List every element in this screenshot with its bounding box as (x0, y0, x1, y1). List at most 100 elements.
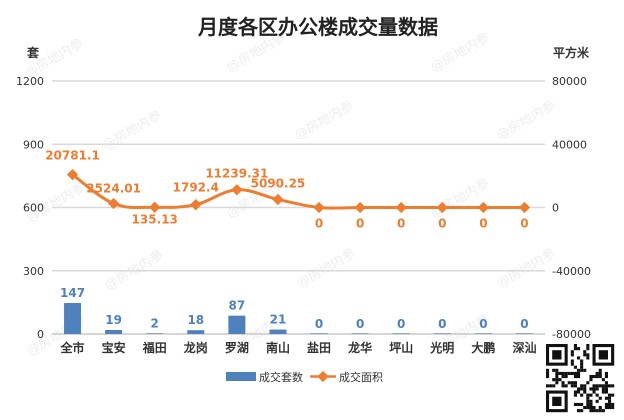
bar (515, 333, 533, 334)
bar (64, 303, 82, 334)
qr-module (589, 406, 593, 410)
watermark-text: @房地内参 (292, 97, 356, 143)
bar-data-label: 2 (151, 317, 159, 331)
qr-module (570, 353, 574, 357)
qr-module (561, 384, 565, 388)
bar (228, 315, 246, 334)
bar-data-label: 147 (60, 286, 85, 300)
qr-module (604, 402, 608, 406)
qr-module (586, 356, 590, 360)
bar (392, 333, 410, 334)
qr-module (555, 375, 559, 379)
qr-module (586, 406, 590, 410)
qr-module (601, 378, 605, 382)
qr-module (589, 375, 593, 379)
qr-finder-core (552, 350, 562, 360)
qr-module (558, 378, 562, 382)
qr-module (580, 365, 584, 369)
bar-data-label: 0 (520, 317, 528, 331)
bar (310, 333, 328, 334)
bar (105, 329, 123, 334)
qr-module (589, 402, 593, 406)
bar-data-label: 18 (187, 313, 204, 327)
qr-module (549, 384, 553, 388)
qr-module (608, 384, 612, 388)
legend-line-marker (317, 370, 329, 383)
qr-module (601, 384, 605, 388)
qr-module (592, 375, 596, 379)
line-marker (477, 201, 490, 214)
line-data-label: 1792.4 (173, 181, 219, 195)
line-data-label: 0 (438, 217, 446, 231)
line-data-label: 11239.31 (205, 167, 268, 181)
qr-module (592, 384, 596, 388)
qr-module (598, 406, 602, 410)
qr-module (580, 362, 584, 366)
qr-module (595, 384, 599, 388)
qr-module (561, 371, 565, 375)
qr-module (586, 347, 590, 351)
bar (146, 333, 164, 334)
qr-module (586, 344, 590, 348)
qr-module (564, 375, 568, 379)
category-label: 大鹏 (471, 340, 495, 355)
qr-module (580, 359, 584, 363)
qr-module (577, 371, 581, 375)
qr-module (580, 402, 584, 406)
line-marker (436, 201, 448, 214)
category-label: 坪山 (389, 340, 413, 355)
qr-module (589, 387, 593, 391)
qr-module (611, 402, 615, 406)
qr-module (598, 384, 602, 388)
qr-module (586, 393, 590, 397)
qr-module (595, 393, 599, 397)
qr-module (583, 368, 587, 372)
qr-module (573, 393, 577, 397)
right-tick-label: -40000 (552, 265, 591, 278)
qr-module (604, 381, 608, 385)
qr-module (577, 387, 581, 391)
bar (474, 333, 492, 334)
qr-module (611, 384, 615, 388)
qr-module (589, 409, 593, 413)
bar-data-label: 21 (270, 313, 287, 327)
line-data-label: 135.13 (132, 212, 178, 226)
category-label: 福田 (142, 340, 167, 355)
qr-module (552, 384, 556, 388)
bar (269, 329, 287, 334)
right-tick-label: 80000 (552, 75, 587, 88)
qr-module (564, 384, 568, 388)
qr-module (561, 375, 565, 379)
qr-module (555, 381, 559, 385)
qr-module (546, 371, 550, 375)
left-axis-unit: 套 (26, 45, 40, 60)
qr-module (580, 393, 584, 397)
qr-module (595, 375, 599, 379)
legend-bar-swatch (226, 372, 256, 381)
bar-data-label: 0 (479, 317, 487, 331)
category-label: 全市 (60, 340, 85, 355)
chart-title: 月度各区办公楼成交量数据 (197, 15, 438, 39)
qr-module (580, 387, 584, 391)
watermark-text: @房地内参 (494, 245, 558, 291)
qr-module (573, 347, 577, 351)
qr-module (555, 371, 559, 375)
qr-module (604, 384, 608, 388)
qr-module (583, 406, 587, 410)
left-tick-label: 0 (37, 328, 44, 341)
qr-module (580, 384, 584, 388)
bar-data-label: 0 (315, 317, 323, 331)
left-tick-label: 600 (23, 202, 44, 215)
qr-module (573, 344, 577, 348)
qr-module (564, 371, 568, 375)
qr-module (604, 396, 608, 400)
line-marker (190, 199, 202, 211)
watermark-text: @房地内参 (100, 107, 164, 153)
qr-finder-core (552, 396, 562, 406)
qr-module (586, 402, 590, 406)
qr-module (601, 409, 605, 413)
right-tick-label: 40000 (552, 138, 587, 151)
bar-data-label: 19 (105, 313, 122, 327)
qr-module (592, 390, 596, 394)
right-axis-unit: 平方米 (553, 45, 590, 60)
